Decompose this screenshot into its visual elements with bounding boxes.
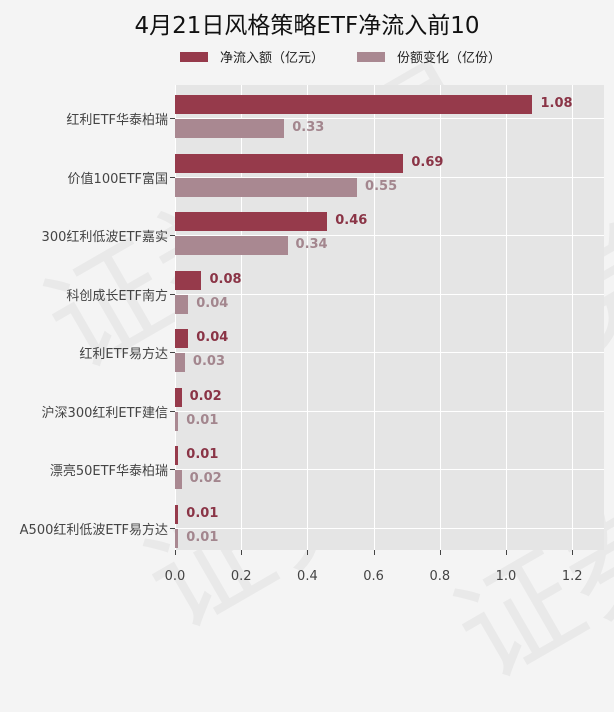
category-label: 300红利低波ETF嘉实 [41, 230, 168, 245]
gridline-horizontal [175, 410, 604, 412]
legend: 净流入额（亿元） 份额变化（亿份） [0, 47, 614, 67]
category-label: 红利ETF华泰柏瑞 [66, 113, 168, 128]
bar-share-change [175, 528, 179, 548]
value-label-share-change: 0.01 [186, 412, 219, 428]
gridline-vertical [175, 85, 176, 550]
x-tick-label: 0.4 [297, 569, 318, 584]
value-label-net-inflow: 0.01 [186, 505, 219, 521]
y-tick [170, 527, 175, 529]
bar-net-inflow [175, 504, 179, 524]
bar-share-change [175, 353, 185, 372]
bar-share-change [175, 236, 288, 255]
chart-title: 4月21日风格策略ETF净流入前10 [134, 13, 480, 39]
y-tick [170, 235, 175, 236]
y-tick [170, 118, 175, 119]
y-tick [170, 176, 175, 178]
x-tick-label: 1.0 [495, 569, 517, 584]
x-tick-label: 0.6 [363, 569, 384, 584]
value-label-net-inflow: 0.01 [186, 447, 219, 462]
y-tick [170, 410, 175, 412]
value-label-share-change: 0.03 [192, 354, 225, 369]
category-label: 红利ETF易方达 [79, 347, 168, 362]
value-label-net-inflow: 0.08 [209, 271, 242, 287]
gridline-vertical [307, 85, 309, 550]
y-tick [170, 293, 175, 295]
bar-share-change [175, 294, 189, 314]
value-label-share-change: 0.04 [196, 295, 229, 311]
plot-area: 1.08 0.33 0.69 0.55 0.46 0.34 0.08 0.04 0.04 0.03… [175, 85, 604, 550]
gridline-horizontal [175, 118, 604, 119]
x-tick [241, 550, 243, 555]
legend-item-net-inflow: 净流入额（亿元） [180, 47, 324, 66]
gridline-horizontal [175, 176, 604, 178]
bar-share-change [175, 470, 182, 489]
gridline-horizontal [175, 235, 604, 236]
bar-net-inflow [175, 95, 533, 114]
value-label-share-change: 0.55 [365, 178, 398, 194]
bar-net-inflow [175, 387, 182, 407]
bar-net-inflow [175, 446, 179, 465]
bar-net-inflow [175, 329, 189, 348]
category-label: 价值100ETF富国 [67, 171, 168, 187]
x-tick-label: 1.2 [561, 569, 583, 584]
legend-swatch-share-change [357, 51, 385, 62]
value-label-share-change: 0.33 [292, 120, 325, 135]
x-tick [373, 550, 375, 555]
value-label-net-inflow: 0.04 [196, 330, 229, 345]
value-label-share-change: 0.34 [295, 237, 328, 252]
x-tick [175, 550, 176, 555]
gridline-horizontal [175, 293, 604, 295]
category-label: 沪深300红利ETF建信 [41, 405, 168, 421]
x-tick [439, 550, 441, 555]
gridline-vertical [241, 85, 243, 550]
bar-share-change [175, 177, 358, 197]
gridline-horizontal [175, 469, 604, 470]
legend-swatch-net-inflow [180, 51, 208, 62]
category-label: A500红利低波ETF易方达 [19, 522, 168, 538]
bar-net-inflow [175, 153, 404, 173]
x-tick-label: 0.2 [230, 569, 252, 584]
value-label-net-inflow: 0.02 [189, 388, 222, 404]
category-label: 漂亮50ETF华泰柏瑞 [49, 464, 168, 479]
legend-label: 净流入额（亿元） [220, 51, 325, 66]
legend-item-share-change: 份额变化（亿份） [357, 47, 501, 66]
gridline-vertical [439, 85, 441, 550]
value-label-net-inflow: 0.69 [411, 154, 444, 170]
value-label-net-inflow: 0.46 [335, 213, 368, 228]
x-tick [506, 550, 507, 555]
gridline-vertical [506, 85, 507, 550]
x-tick-label: 0.8 [429, 569, 451, 584]
value-label-share-change: 0.01 [186, 529, 219, 545]
x-tick [572, 550, 574, 555]
gridline-vertical [373, 85, 375, 550]
value-label-share-change: 0.02 [189, 471, 222, 486]
x-tick [307, 550, 309, 555]
y-tick [170, 469, 175, 470]
x-tick-label: 0.0 [164, 569, 186, 584]
gridline-vertical [572, 85, 574, 550]
value-label-net-inflow: 1.08 [540, 96, 573, 111]
category-label: 科创成长ETF南方 [66, 288, 168, 304]
bar-net-inflow [175, 270, 202, 290]
bar-share-change [175, 119, 285, 138]
gridline-horizontal [175, 527, 604, 529]
bar-net-inflow [175, 212, 328, 231]
legend-label: 份额变化（亿份） [397, 51, 502, 66]
bar-share-change [175, 411, 179, 431]
y-tick [170, 352, 175, 353]
gridline-horizontal [175, 352, 604, 353]
